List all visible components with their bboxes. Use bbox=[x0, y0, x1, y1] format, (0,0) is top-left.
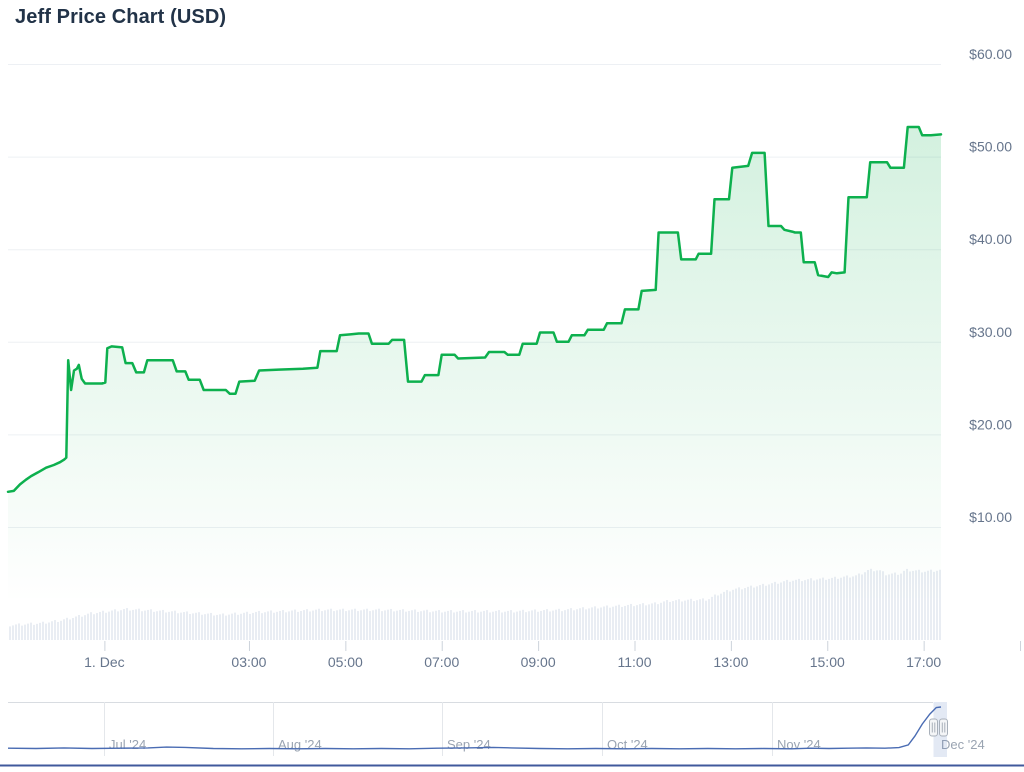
y-axis-label: $60.00 bbox=[969, 46, 1012, 62]
y-axis-label: $50.00 bbox=[969, 139, 1012, 155]
price-plot-area[interactable] bbox=[6, 125, 943, 645]
x-axis-label: 15:00 bbox=[810, 654, 845, 670]
navigator-handle-right-body[interactable] bbox=[939, 718, 948, 737]
navigator-month-label: Nov '24 bbox=[777, 737, 821, 752]
price-line bbox=[6, 125, 943, 494]
navigator-handle-left[interactable] bbox=[929, 718, 938, 737]
x-axis-label: 1. Dec bbox=[84, 654, 124, 670]
x-axis-label: 03:00 bbox=[231, 654, 266, 670]
y-axis-label: $40.00 bbox=[969, 231, 1012, 247]
navigator-month-label: Jul '24 bbox=[109, 737, 146, 752]
x-axis-label: 11:00 bbox=[617, 654, 651, 670]
y-axis-label: $30.00 bbox=[969, 324, 1012, 340]
x-axis: 1. Dec 03:00 05:00 07:00 09:00 11:00 13:00 15:0… bbox=[84, 641, 1022, 670]
navigator[interactable]: Jul '24 Aug '24 Sep '24 Oct '24 Nov '24 Dec '… bbox=[7, 702, 985, 757]
navigator-month-label: Sep '24 bbox=[447, 737, 491, 752]
x-axis-label: 13:00 bbox=[713, 654, 748, 670]
y-axis-label: $20.00 bbox=[969, 416, 1012, 432]
x-axis-label: 17:00 bbox=[906, 654, 941, 670]
price-area-fill bbox=[8, 127, 941, 645]
navigator-month-label: Aug '24 bbox=[278, 737, 322, 752]
navigator-month-label: Dec '24 bbox=[941, 737, 985, 752]
navigator-handle-left-body[interactable] bbox=[929, 718, 938, 737]
x-axis-label: 07:00 bbox=[424, 654, 459, 670]
y-axis-label: $10.00 bbox=[969, 509, 1012, 525]
navigator-handle-right[interactable] bbox=[939, 718, 948, 737]
navigator-series-line bbox=[7, 706, 942, 750]
y-axis-labels: $60.00 $50.00 $40.00 $30.00 $20.00 $10.00 bbox=[969, 46, 1012, 525]
bottom-rule bbox=[0, 764, 1024, 767]
x-axis-label: 09:00 bbox=[521, 654, 556, 670]
x-axis-label: 05:00 bbox=[328, 654, 363, 670]
navigator-month-label: Oct '24 bbox=[607, 737, 648, 752]
chart-title: Jeff Price Chart (USD) bbox=[15, 6, 227, 28]
